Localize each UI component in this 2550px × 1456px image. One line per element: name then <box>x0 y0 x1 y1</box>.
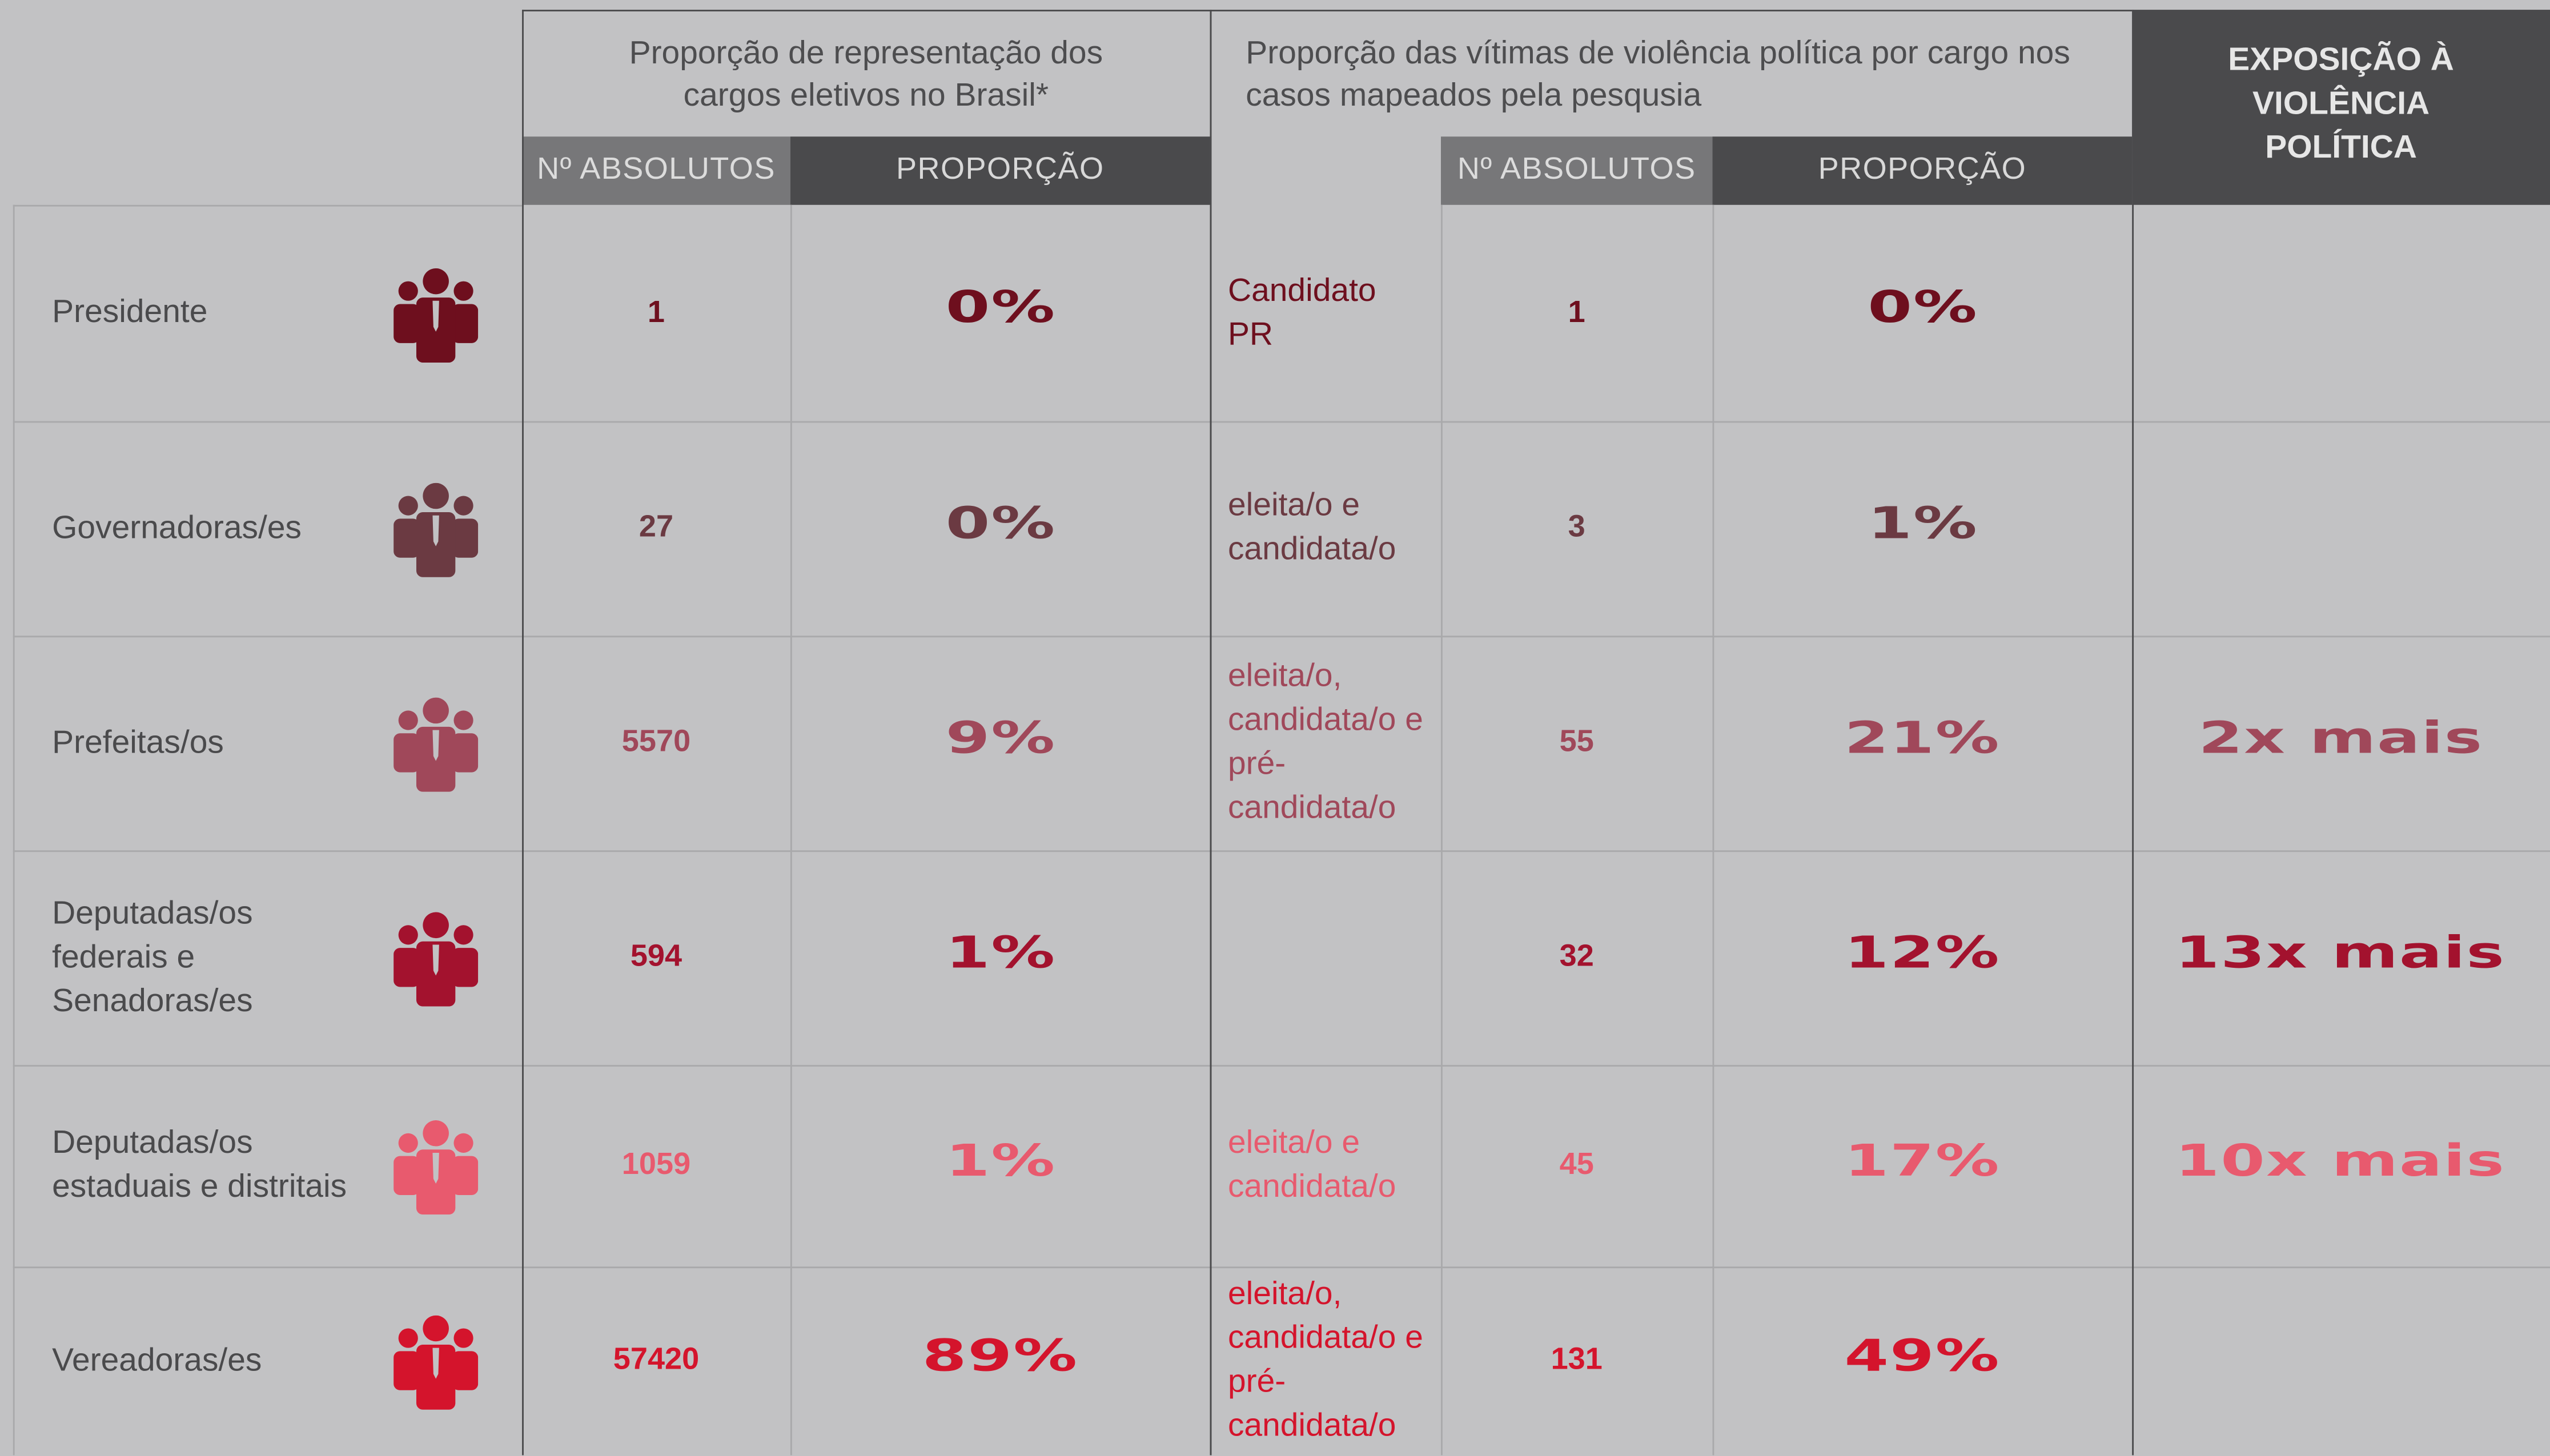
exposure-text: 2x mais <box>2198 713 2484 763</box>
col-separator <box>522 10 524 1455</box>
proportion-text: 1% <box>945 1136 1055 1186</box>
proportion-text: 1% <box>945 927 1055 978</box>
proportion: 0% <box>1713 200 2133 416</box>
abs-value: 55 <box>1559 725 1594 759</box>
proportion: 89% <box>790 1262 1210 1450</box>
people-icon <box>393 482 479 577</box>
abs-value: 45 <box>1559 1148 1594 1183</box>
row-label: Vereadoras/es <box>52 1342 262 1378</box>
proportion: 12% <box>1713 846 2133 1060</box>
proportion-text: 1% <box>1867 498 1978 549</box>
abs-value: 1059 <box>621 1148 691 1183</box>
proportion-text: 9% <box>945 713 1055 763</box>
proportion: 1% <box>1713 416 2133 631</box>
header-group: Proporção das vítimas de violência polít… <box>1210 10 2133 136</box>
row-separator <box>13 421 2550 423</box>
people-icon <box>393 267 479 362</box>
header-group: Proporção de representação dos cargos el… <box>522 10 1210 136</box>
abs-value: 1 <box>647 295 665 329</box>
abs-value: 5570 <box>621 725 691 759</box>
people-icon <box>393 912 479 1007</box>
col-separator <box>790 204 792 1455</box>
exposure: 10x mais <box>2132 1060 2550 1262</box>
row-label: Deputadas/os estaduais e distritais <box>52 1125 347 1205</box>
header-exposure: EXPOSIÇÃO À VIOLÊNCIA POLÍTICA <box>2132 10 2550 205</box>
proportion-text: 17% <box>1844 1136 2001 1186</box>
row-separator <box>13 636 2550 638</box>
proportion: 0% <box>790 416 1210 631</box>
abs-value: 3 <box>1568 510 1585 545</box>
exposure: 2x mais <box>2132 631 2550 846</box>
people-icon <box>393 1120 479 1215</box>
row-label: Prefeitas/os <box>52 724 224 761</box>
subheader: Nº ABSOLUTOS <box>522 136 790 205</box>
proportion: 9% <box>790 631 1210 846</box>
col-separator <box>13 204 15 1455</box>
abs-value: 594 <box>630 939 682 974</box>
proportion: 0% <box>790 200 1210 416</box>
abs-value: 131 <box>1551 1343 1603 1377</box>
proportion: 1% <box>790 1060 1210 1262</box>
proportion-text: 21% <box>1844 713 2001 763</box>
exposure: 13x mais <box>2132 846 2550 1060</box>
victim-type: eleita/o e candidata/o <box>1227 488 1396 568</box>
abs-value: 57420 <box>613 1343 700 1377</box>
subheader: Nº ABSOLUTOS <box>1440 136 1713 205</box>
proportion-text: 0% <box>945 498 1055 549</box>
proportion-text: 89% <box>922 1330 1078 1382</box>
row-label: Governadoras/es <box>52 509 302 546</box>
row-label: Deputadas/os federais e Senadoras/es <box>52 895 253 1019</box>
victim-type: eleita/o, candidata/o e pré-candidata/o <box>1227 1276 1423 1444</box>
col-separator <box>2132 10 2134 1455</box>
row-label: Presidente <box>52 294 208 331</box>
proportion-text: 0% <box>945 283 1055 333</box>
col-separator <box>1210 10 1212 1455</box>
row-separator <box>13 850 2550 852</box>
abs-value: 27 <box>638 510 674 545</box>
victim-type: eleita/o e candidata/o <box>1227 1125 1396 1205</box>
row-separator <box>13 1065 2550 1067</box>
row-separator <box>13 1266 2550 1269</box>
col-separator <box>1440 204 1443 1455</box>
people-icon <box>393 697 479 792</box>
abs-value: 32 <box>1559 939 1594 974</box>
victim-type: eleita/o, candidata/o e pré-candidata/o <box>1227 658 1423 826</box>
subheader: PROPORÇÃO <box>1712 136 2133 205</box>
proportion: 1% <box>790 846 1210 1060</box>
proportion-text: 12% <box>1844 927 2001 978</box>
proportion: 17% <box>1713 1060 2133 1262</box>
victim-type: Candidato PR <box>1227 272 1376 352</box>
exposure-text: 13x mais <box>2175 927 2507 978</box>
abs-value: 1 <box>1568 295 1585 329</box>
proportion-text: 0% <box>1867 283 1978 333</box>
proportion: 21% <box>1713 631 2133 846</box>
proportion-text: 49% <box>1844 1330 2001 1382</box>
people-icon <box>393 1315 479 1410</box>
row-separator <box>13 204 523 207</box>
proportion: 49% <box>1713 1262 2133 1450</box>
col-separator <box>1712 204 1714 1455</box>
exposure-text: 10x mais <box>2175 1136 2507 1186</box>
subheader: PROPORÇÃO <box>790 136 1210 205</box>
